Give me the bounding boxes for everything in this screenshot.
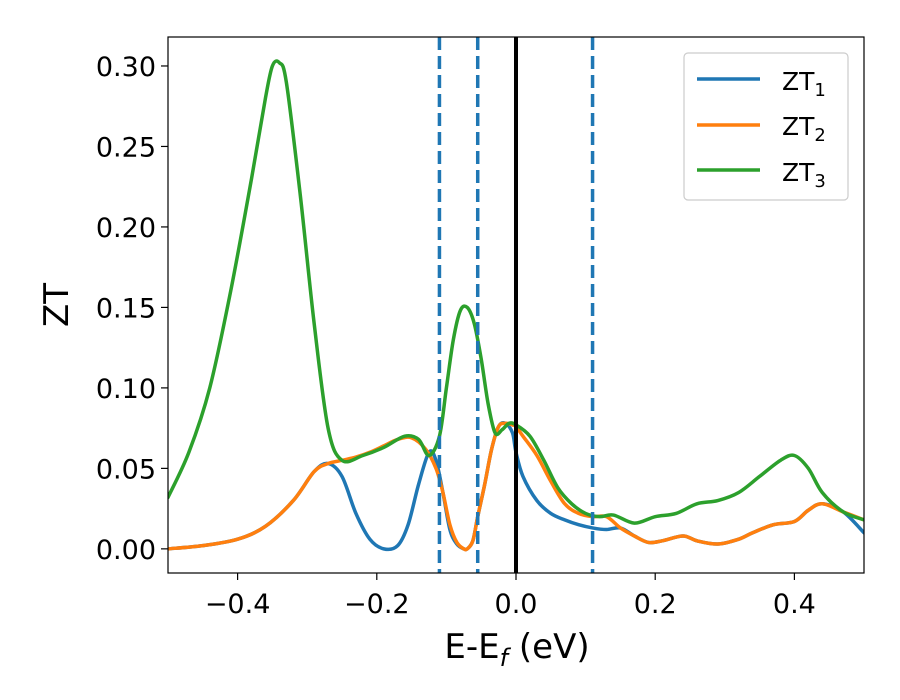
x-tick-label: 0.0 [495,589,538,620]
y-tick-label: 0.25 [96,132,156,163]
legend-label-zt2: ZT2 [782,112,826,146]
x-axis-label-unit: (eV) [508,627,590,667]
legend: ZT1 ZT2 ZT3 [683,52,849,201]
y-tick-label: 0.20 [96,213,156,244]
x-axis-label: E-Ef (eV) [444,627,589,672]
legend-label-zt3: ZT3 [782,158,826,192]
x-tick-label: 0.2 [634,589,677,620]
y-axis-label: ZT [37,283,77,327]
y-tick-label: 0.15 [96,293,156,324]
y-tick-label: 0.00 [96,535,156,566]
legend-box [683,52,849,201]
y-tick-label: 0.10 [96,374,156,405]
x-tick-label: −0.2 [344,589,410,620]
x-axis-label-main: E-E [444,627,499,667]
y-tick-label: 0.05 [96,454,156,485]
legend-label-zt1: ZT1 [782,67,826,101]
x-tick-label: 0.4 [773,589,816,620]
x-tick-label: −0.4 [205,589,271,620]
y-tick-label: 0.30 [96,52,156,83]
